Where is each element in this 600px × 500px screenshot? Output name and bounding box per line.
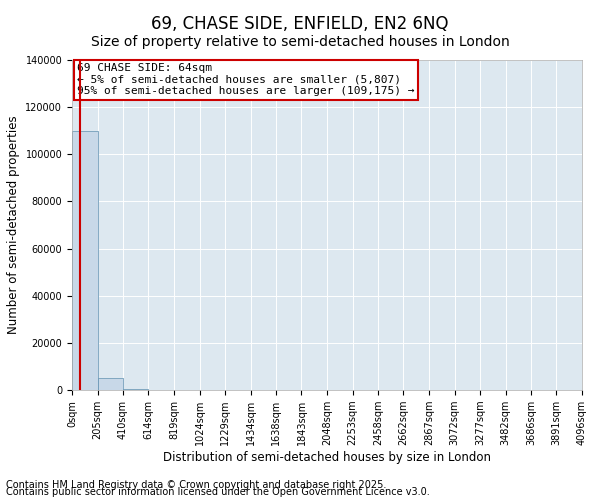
Bar — [123, 389, 148, 390]
Bar — [98, 378, 123, 390]
Bar — [72, 130, 98, 390]
Y-axis label: Number of semi-detached properties: Number of semi-detached properties — [7, 116, 20, 334]
Text: 69 CHASE SIDE: 64sqm
← 5% of semi-detached houses are smaller (5,807)
95% of sem: 69 CHASE SIDE: 64sqm ← 5% of semi-detach… — [77, 64, 415, 96]
Text: 69, CHASE SIDE, ENFIELD, EN2 6NQ: 69, CHASE SIDE, ENFIELD, EN2 6NQ — [151, 15, 449, 33]
X-axis label: Distribution of semi-detached houses by size in London: Distribution of semi-detached houses by … — [163, 451, 491, 464]
Text: Contains HM Land Registry data © Crown copyright and database right 2025.: Contains HM Land Registry data © Crown c… — [6, 480, 386, 490]
Text: Size of property relative to semi-detached houses in London: Size of property relative to semi-detach… — [91, 35, 509, 49]
Text: Contains public sector information licensed under the Open Government Licence v3: Contains public sector information licen… — [6, 487, 430, 497]
